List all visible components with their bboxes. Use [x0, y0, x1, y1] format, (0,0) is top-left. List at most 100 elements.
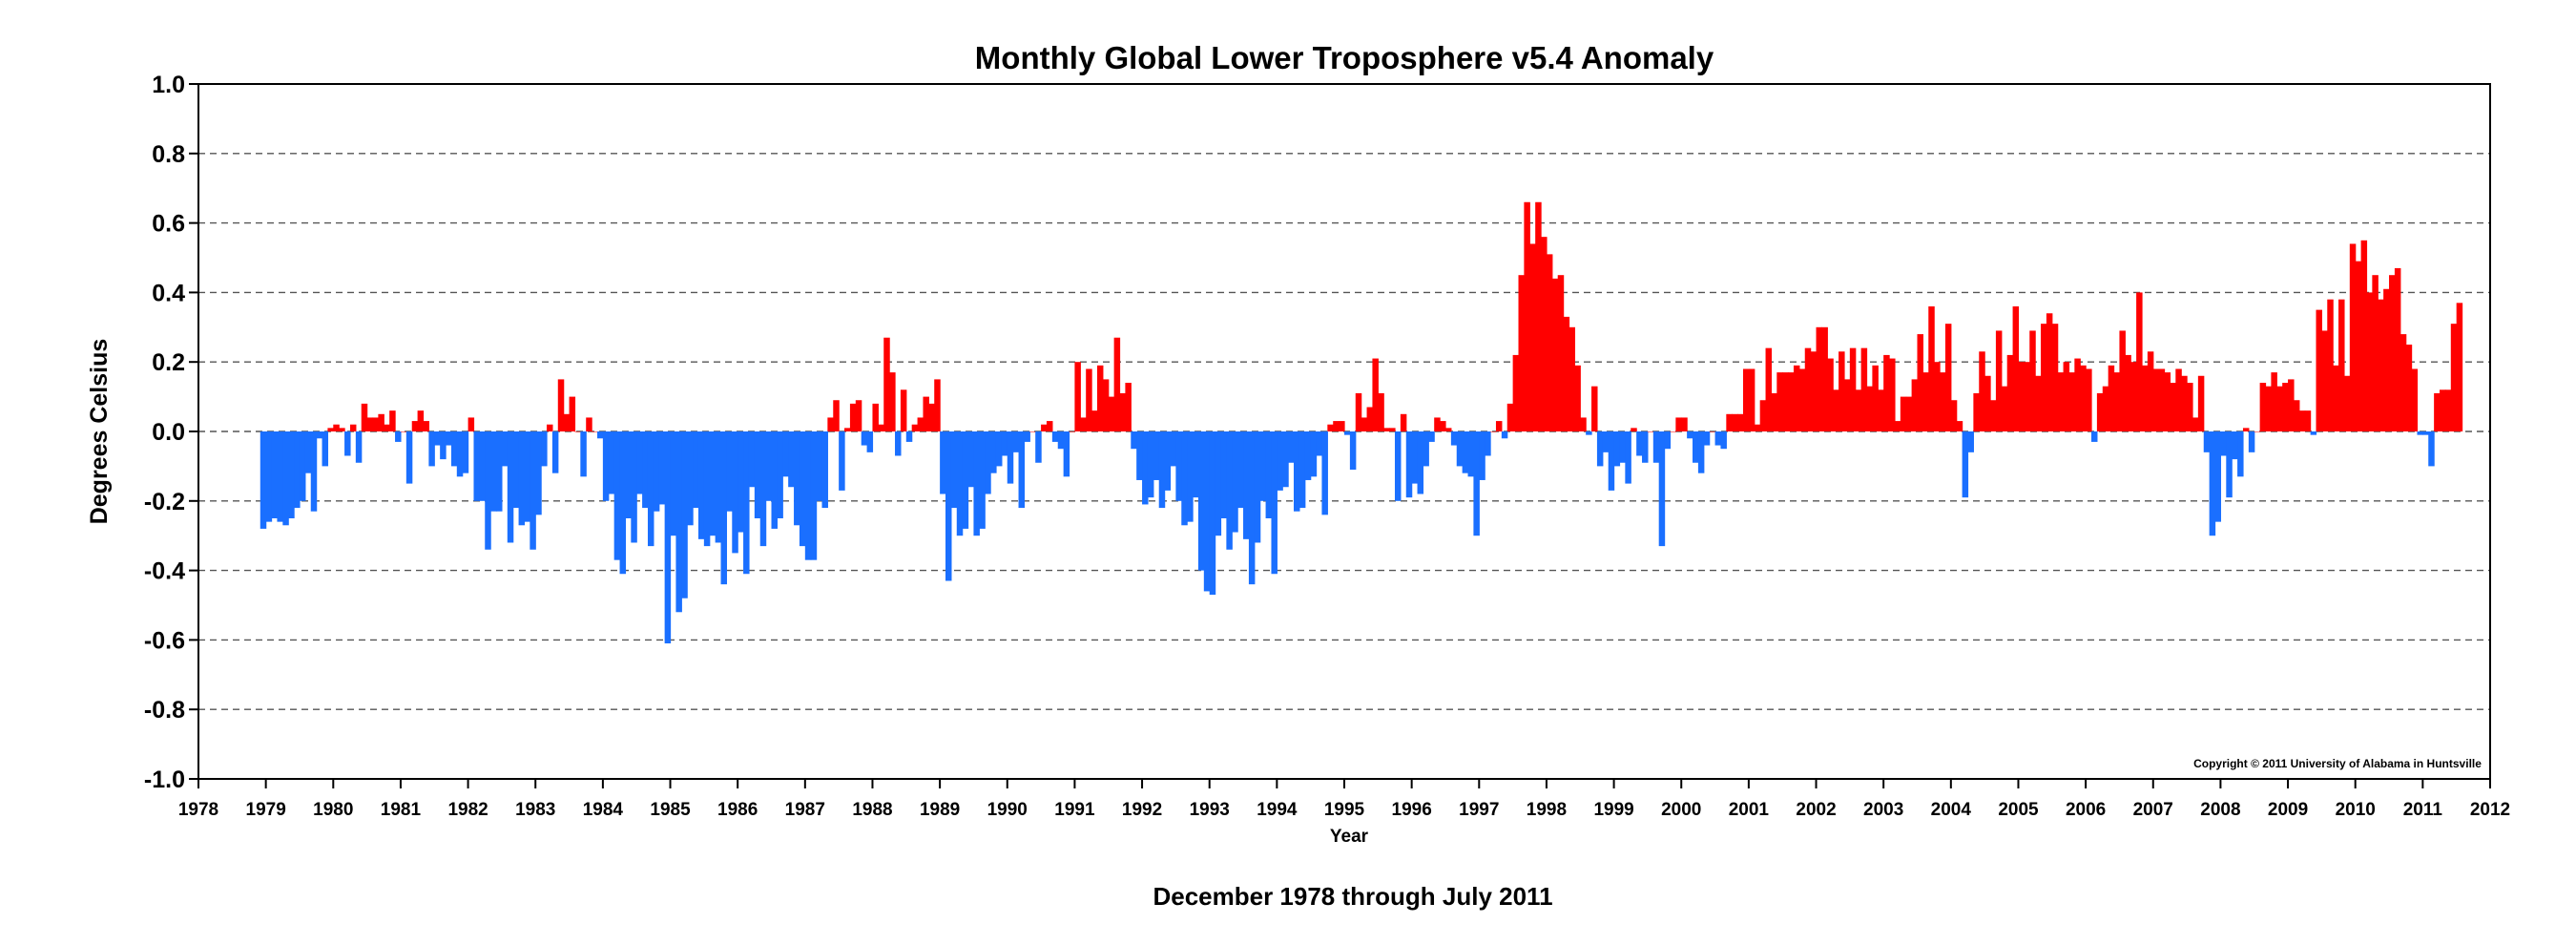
anomaly-bar: [2029, 330, 2035, 431]
anomaly-bar: [749, 431, 755, 487]
x-tick-label: 1993: [1190, 800, 1230, 820]
anomaly-bar: [1586, 431, 1591, 435]
anomaly-bar: [2058, 372, 2064, 431]
anomaly-bar: [496, 431, 502, 512]
anomaly-bar: [800, 431, 805, 546]
y-tick-label: -1.0: [144, 766, 185, 793]
anomaly-bar: [1687, 431, 1693, 438]
anomaly-bar: [1395, 431, 1401, 501]
anomaly-bar: [1867, 387, 1873, 431]
anomaly-bar: [2305, 410, 2311, 431]
anomaly-bar: [912, 425, 918, 431]
anomaly-bar: [2052, 324, 2058, 431]
anomaly-bar: [412, 421, 418, 431]
anomaly-bar: [272, 431, 278, 518]
anomaly-bar: [1070, 431, 1075, 432]
anomaly-bar: [2165, 372, 2171, 431]
anomaly-bar: [2243, 428, 2249, 431]
anomaly-bar: [2041, 324, 2046, 431]
anomaly-bar: [1243, 431, 1249, 539]
anomaly-bar: [1574, 366, 1580, 431]
anomaly-bar: [1844, 379, 1850, 431]
anomaly-bar: [378, 414, 384, 431]
anomaly-bar: [1255, 431, 1260, 542]
anomaly-bar: [1305, 431, 1311, 480]
anomaly-bar: [260, 431, 266, 529]
anomaly-bar: [805, 431, 811, 560]
anomaly-bar: [1333, 421, 1339, 431]
anomaly-bar: [951, 431, 957, 508]
x-tick-label: 1982: [447, 800, 488, 820]
anomaly-bar: [1125, 383, 1131, 431]
anomaly-bar: [2440, 389, 2445, 431]
anomaly-bar: [844, 428, 850, 431]
anomaly-bar: [401, 431, 406, 432]
anomaly-bar: [2064, 362, 2069, 431]
anomaly-bar: [1743, 368, 1749, 431]
anomaly-bar: [344, 431, 350, 455]
anomaly-bar: [2068, 372, 2074, 431]
x-tick-label: 2006: [2066, 800, 2106, 820]
anomaly-bar: [1321, 431, 1327, 514]
anomaly-bar: [541, 431, 547, 466]
anomaly-bar: [642, 431, 648, 508]
anomaly-bar: [1418, 431, 1423, 494]
x-tick-label: 1983: [515, 800, 555, 820]
anomaly-bar: [782, 431, 788, 476]
anomaly-bar: [1827, 359, 1833, 431]
anomaly-bar: [2434, 393, 2440, 431]
anomaly-bar: [1490, 431, 1496, 432]
anomaly-bar: [1311, 431, 1317, 476]
anomaly-bar: [2389, 275, 2395, 431]
anomaly-bar: [839, 431, 844, 491]
anomaly-bar: [979, 431, 985, 529]
anomaly-bar: [2321, 330, 2327, 431]
anomaly-bar: [1636, 431, 1642, 455]
anomaly-bar: [1766, 348, 1772, 431]
anomaly-bar: [2294, 400, 2299, 431]
anomaly-bar: [698, 431, 704, 539]
anomaly-bar: [1580, 417, 1586, 431]
anomaly-bar: [1990, 400, 1996, 431]
anomaly-bar: [1153, 431, 1159, 480]
anomaly-bar: [2417, 431, 2422, 435]
anomaly-bar: [463, 431, 468, 473]
chart-subtitle: December 1978 through July 2011: [1153, 882, 1552, 911]
anomaly-bar: [434, 431, 440, 446]
anomaly-bar: [446, 431, 451, 446]
anomaly-bar: [2013, 306, 2019, 431]
anomaly-bar: [479, 431, 485, 501]
anomaly-bar: [1401, 414, 1406, 431]
anomaly-bar: [2142, 366, 2148, 431]
anomaly-bar: [1109, 397, 1114, 431]
anomaly-bar: [1609, 431, 1614, 491]
anomaly-bar: [1704, 431, 1710, 446]
anomaly-bar: [794, 431, 800, 525]
anomaly-bar: [1288, 431, 1294, 463]
y-tick-label: 0.8: [152, 141, 185, 168]
anomaly-bar: [609, 431, 614, 494]
anomaly-bar: [2103, 387, 2109, 431]
anomaly-bar: [1035, 431, 1041, 463]
anomaly-bar: [1749, 368, 1755, 431]
x-tick-label: 1981: [381, 800, 422, 820]
anomaly-bar: [2091, 431, 2097, 442]
anomaly-bar: [1002, 431, 1008, 455]
anomaly-bar: [1659, 431, 1665, 546]
anomaly-bar: [827, 417, 833, 431]
anomaly-bar: [2422, 431, 2428, 435]
anomaly-bar: [1468, 431, 1474, 476]
anomaly-bar: [1940, 372, 1945, 431]
anomaly-bar: [1204, 431, 1210, 591]
anomaly-bar: [1440, 421, 1445, 431]
anomaly-bar: [1951, 400, 1957, 431]
anomaly-bar: [1529, 243, 1535, 431]
anomaly-bar: [457, 431, 463, 476]
anomaly-bar: [580, 431, 586, 476]
anomaly-bar: [1872, 366, 1878, 431]
anomaly-bar: [1957, 421, 1963, 431]
anomaly-bar: [1277, 431, 1282, 491]
anomaly-bar: [1788, 372, 1794, 431]
anomaly-bar: [1726, 414, 1732, 431]
x-tick-label: 1987: [785, 800, 825, 820]
